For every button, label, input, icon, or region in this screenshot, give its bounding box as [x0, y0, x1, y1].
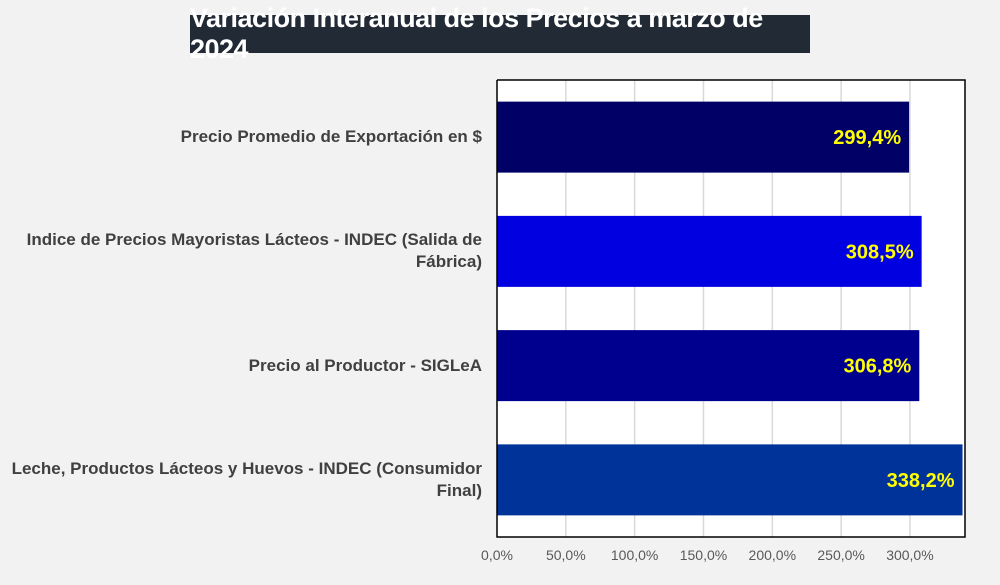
category-label: Precio Promedio de Exportación en $ — [180, 127, 482, 147]
category-label: Leche, Productos Lácteos y Huevos - INDE… — [11, 458, 482, 500]
data-label: 338,2% — [887, 470, 955, 492]
bar — [497, 215, 922, 287]
bar — [497, 444, 963, 516]
bar — [497, 101, 910, 173]
category-label: Precio al Productor - SIGLeA — [248, 355, 482, 375]
x-tick-label: 150,0% — [680, 547, 727, 563]
x-tick-label: 250,0% — [817, 547, 864, 563]
data-label: 306,8% — [843, 356, 911, 378]
x-tick-label: 0,0% — [481, 547, 513, 563]
category-label: Indice de Precios Mayoristas Lácteos - I… — [26, 230, 482, 272]
x-tick-label: 200,0% — [749, 547, 796, 563]
x-tick-label: 300,0% — [886, 547, 933, 563]
x-tick-label: 100,0% — [611, 547, 658, 563]
x-tick-label: 50,0% — [546, 547, 586, 563]
data-label: 308,5% — [846, 241, 914, 263]
plot-border — [496, 79, 966, 538]
data-label: 299,4% — [833, 127, 901, 149]
bar — [497, 330, 920, 402]
